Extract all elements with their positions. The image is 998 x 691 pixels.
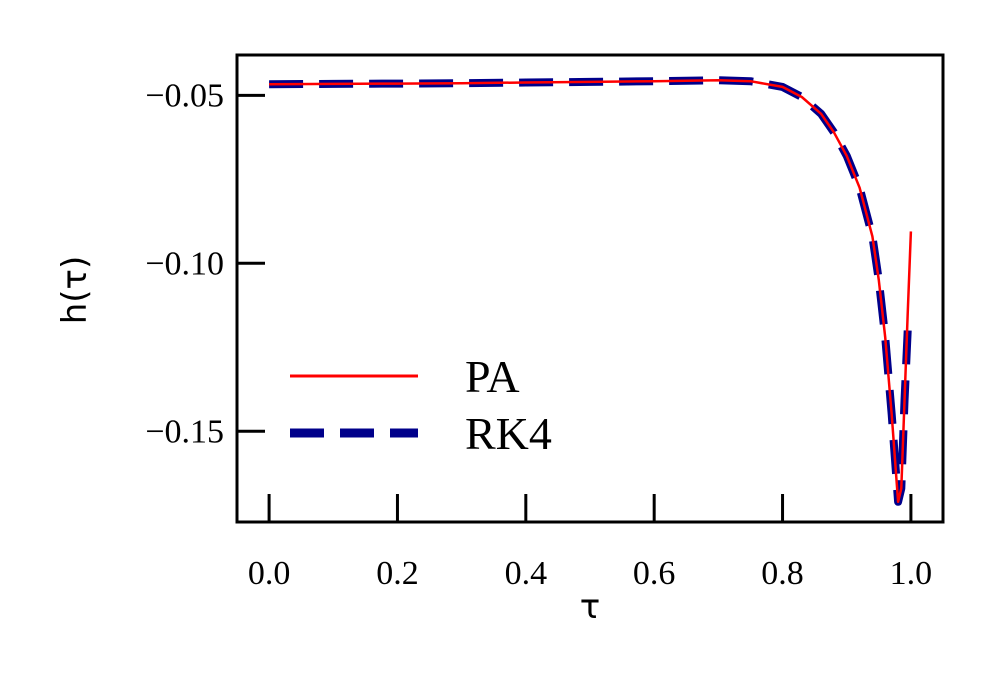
x-axis-ticks: 0.0 0.2 0.4 0.6 0.8 1.0	[248, 494, 932, 592]
plot-frame	[235, 53, 945, 524]
x-tick-label: 0.8	[761, 555, 804, 592]
series-layer	[269, 76, 913, 506]
y-axis-ticks: −0.05 −0.10 −0.15	[145, 77, 265, 450]
x-tick-label: 0.2	[376, 555, 419, 592]
y-tick-label: −0.05	[145, 77, 224, 114]
x-tick-label: 0.6	[633, 555, 676, 592]
y-tick-label: −0.10	[145, 245, 224, 282]
x-tick-label: 0.4	[505, 555, 548, 592]
x-tick-label: 0.0	[248, 555, 291, 592]
legend-label-rk4: RK4	[465, 408, 552, 459]
y-tick-label: −0.15	[145, 413, 224, 450]
legend: PA RK4	[290, 351, 552, 459]
series-line-rk4	[269, 76, 912, 506]
y-axis-label: h(τ)	[55, 256, 95, 325]
x-axis-label: τ	[580, 587, 600, 627]
legend-label-pa: PA	[465, 351, 520, 402]
series-line-pa	[269, 78, 913, 504]
x-tick-label: 1.0	[890, 555, 933, 592]
